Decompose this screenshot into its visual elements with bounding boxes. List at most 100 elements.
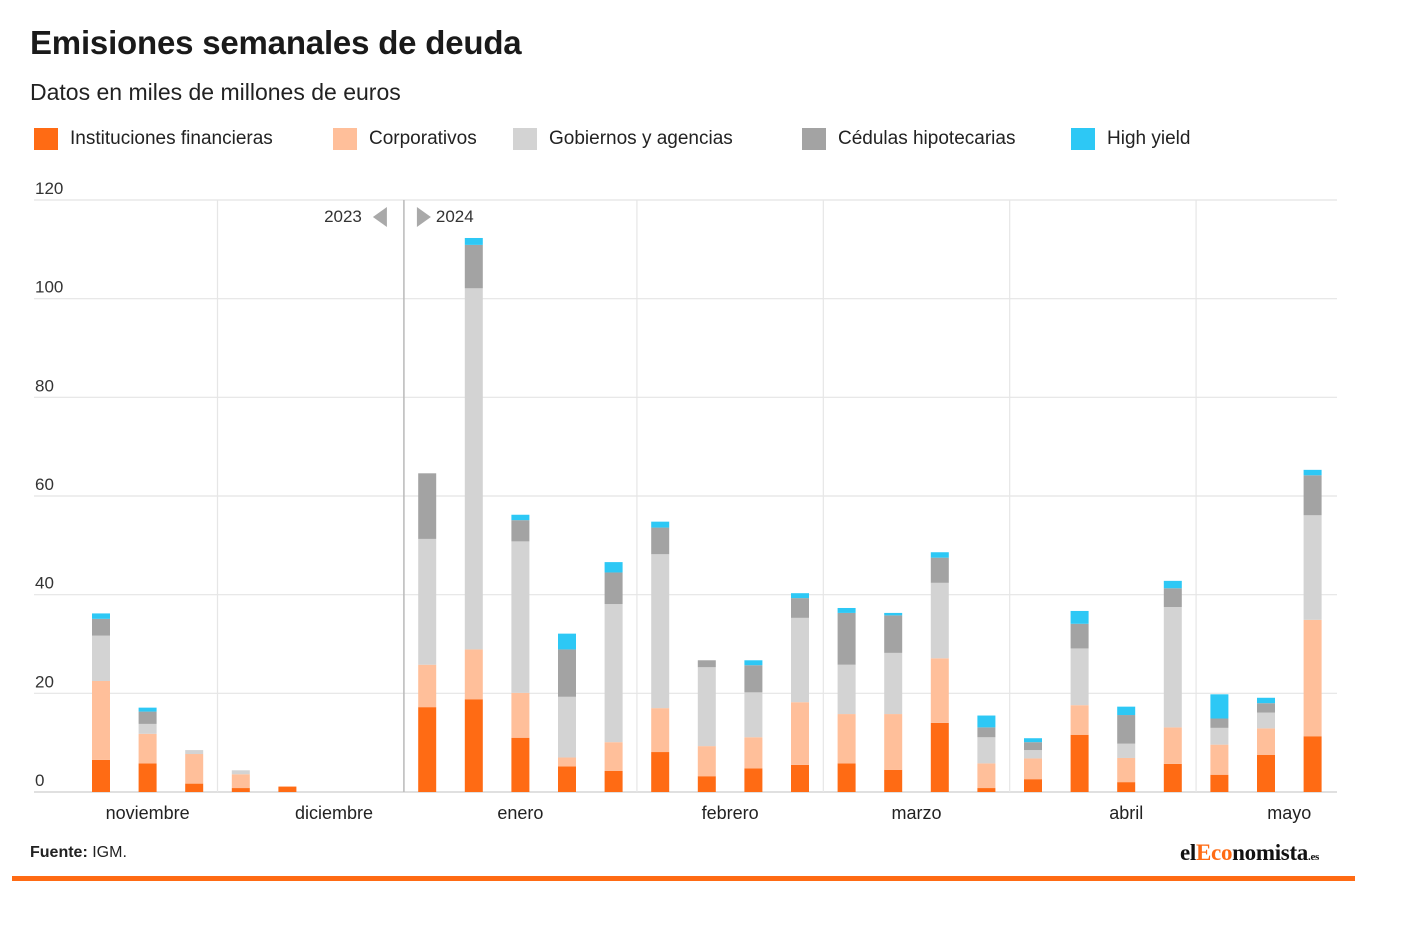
bar-segment bbox=[1163, 763, 1182, 792]
bar-segment bbox=[697, 660, 716, 668]
bar-segment bbox=[791, 764, 809, 792]
bar-segment bbox=[651, 708, 670, 753]
bar-segment bbox=[138, 711, 157, 724]
bar-segment bbox=[837, 714, 856, 764]
bar-segment bbox=[558, 649, 576, 697]
bar-segment bbox=[278, 786, 297, 792]
bar-segment bbox=[1024, 738, 1042, 743]
bar-segment bbox=[511, 737, 530, 792]
bar-segment bbox=[884, 714, 903, 770]
bar-segment bbox=[697, 667, 716, 747]
bar-segment bbox=[464, 649, 483, 700]
bar-segment bbox=[1117, 757, 1136, 783]
bar-segment bbox=[837, 612, 856, 665]
bar-segment bbox=[604, 604, 623, 743]
x-month-label: noviembre bbox=[106, 803, 190, 823]
legend-swatch bbox=[34, 128, 58, 150]
bar-segment bbox=[1117, 743, 1136, 758]
bar-segment bbox=[837, 763, 856, 792]
bar-segment bbox=[1163, 588, 1182, 607]
year-label-2023: 2023 bbox=[324, 207, 362, 226]
bar-segment bbox=[1303, 469, 1322, 476]
legend-swatch bbox=[333, 128, 357, 150]
bar-segment bbox=[930, 582, 949, 659]
bar-segment bbox=[231, 770, 250, 775]
bar-segment bbox=[651, 752, 670, 792]
bar-segment bbox=[930, 552, 949, 558]
legend-item-corporativos: Corporativos bbox=[333, 127, 477, 151]
bar-segment bbox=[837, 664, 856, 715]
bar-segment bbox=[558, 757, 576, 767]
bar-segment bbox=[464, 699, 483, 792]
legend-label: Cédulas hipotecarias bbox=[838, 128, 1016, 149]
bar-segment bbox=[1257, 755, 1275, 792]
bar-segment bbox=[558, 696, 576, 758]
y-tick-label: 40 bbox=[35, 574, 54, 593]
bar-segment bbox=[1070, 610, 1089, 624]
bar-segment bbox=[930, 722, 949, 792]
bar-segment bbox=[744, 692, 763, 738]
y-tick-label: 120 bbox=[35, 179, 63, 198]
bar-segment bbox=[464, 244, 483, 289]
bar-segment bbox=[1303, 515, 1322, 620]
bar-segment bbox=[884, 652, 903, 715]
bar-segment bbox=[744, 660, 763, 666]
bar-segment bbox=[744, 737, 763, 769]
legend-label: High yield bbox=[1107, 128, 1191, 149]
legend-item-gobiernos: Gobiernos y agencias bbox=[513, 127, 733, 151]
publisher-logo: elEconomista.es bbox=[1180, 840, 1320, 865]
bar-segment bbox=[92, 681, 110, 760]
x-month-label: febrero bbox=[702, 803, 759, 823]
arrow-left-icon bbox=[372, 207, 387, 227]
bar-segment bbox=[1117, 706, 1136, 716]
bar-segment bbox=[697, 776, 716, 792]
bottom-accent-rule bbox=[12, 876, 1355, 881]
bar-segment bbox=[604, 562, 623, 573]
bar-segment bbox=[464, 237, 483, 245]
bar-segment bbox=[977, 727, 996, 738]
bar-segment bbox=[1024, 779, 1042, 792]
bar-segment bbox=[604, 742, 623, 771]
source-note: Fuente: IGM. bbox=[30, 844, 127, 862]
bar-segment bbox=[1210, 774, 1229, 792]
bar-segment bbox=[977, 763, 996, 789]
bar-segment bbox=[1024, 742, 1042, 751]
bar-segment bbox=[185, 783, 204, 792]
bar-segment bbox=[1024, 758, 1042, 780]
bar-segment bbox=[1117, 715, 1136, 744]
bar-segment bbox=[511, 692, 530, 738]
x-month-label: mayo bbox=[1267, 803, 1311, 823]
bar-segment bbox=[138, 763, 157, 792]
legend-swatch bbox=[802, 128, 826, 150]
bar-segment bbox=[464, 288, 483, 650]
bar-segment bbox=[1210, 727, 1229, 745]
legend: Instituciones financieras Corporativos G… bbox=[34, 127, 1334, 151]
y-tick-label: 20 bbox=[35, 672, 54, 691]
bar-segment bbox=[744, 768, 763, 792]
bar-segment bbox=[977, 788, 996, 792]
bar-segment bbox=[1210, 744, 1229, 775]
bar-segment bbox=[977, 715, 996, 728]
bar-segment bbox=[1163, 580, 1182, 589]
x-month-label: diciembre bbox=[295, 803, 373, 823]
bar-segment bbox=[930, 557, 949, 583]
bar-segment bbox=[185, 750, 204, 755]
legend-label: Corporativos bbox=[369, 128, 477, 149]
bar-segment bbox=[418, 538, 437, 665]
bar-segment bbox=[651, 521, 670, 528]
bar-segment bbox=[138, 733, 157, 764]
bar-segment bbox=[558, 633, 576, 650]
bar-segment bbox=[185, 754, 204, 784]
bar-segment bbox=[1257, 697, 1275, 704]
bar-segment bbox=[651, 554, 670, 709]
bar-segment bbox=[1303, 619, 1322, 737]
bar-segment bbox=[1070, 648, 1089, 706]
bar-segment bbox=[511, 520, 530, 542]
legend-label: Gobiernos y agencias bbox=[549, 128, 733, 149]
bar-segment bbox=[1117, 782, 1136, 792]
bar-segment bbox=[1257, 712, 1275, 729]
bar-segment bbox=[231, 788, 250, 792]
legend-item-cedulas: Cédulas hipotecarias bbox=[802, 127, 1015, 151]
bar-segment bbox=[418, 664, 437, 708]
